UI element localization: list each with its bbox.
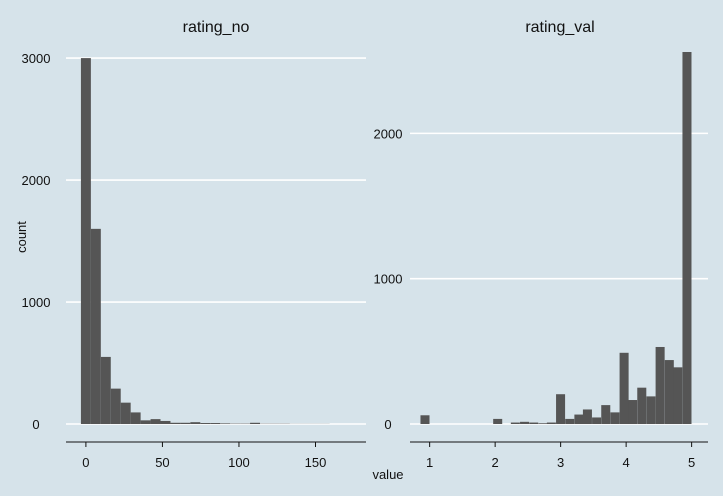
histogram-bar <box>190 422 201 424</box>
y-tick-label: 1000 <box>374 272 403 287</box>
histogram-bar <box>556 394 566 424</box>
histogram-bar <box>538 423 548 424</box>
x-tick-label: 50 <box>155 455 169 470</box>
y-tick-label: 2000 <box>374 126 403 141</box>
y-tick-label: 3000 <box>22 51 51 66</box>
x-tick-label: 2 <box>492 455 499 470</box>
y-tick-label: 0 <box>384 417 391 432</box>
histogram-bar <box>582 409 592 424</box>
histogram-bar <box>150 419 161 424</box>
x-tick-label: 4 <box>623 455 630 470</box>
histogram-bar <box>110 388 121 424</box>
histogram-bar <box>592 417 602 424</box>
histogram-bar <box>250 422 261 424</box>
y-axis-title: count <box>14 221 29 253</box>
x-tick-label: 150 <box>305 455 327 470</box>
histogram-bar <box>170 422 181 424</box>
x-tick-label: 3 <box>557 455 564 470</box>
histogram-bar <box>140 420 151 424</box>
histogram-bar <box>180 422 191 424</box>
x-axis-title: value <box>372 467 403 482</box>
histogram-bar <box>100 356 111 424</box>
histogram-bar <box>637 387 647 424</box>
histogram-bar <box>646 396 656 424</box>
histogram-bar <box>619 352 629 424</box>
histogram-bar <box>200 423 211 424</box>
histogram-bar <box>90 228 101 424</box>
facet-rating-no: rating_no 0 1000 2000 3000 0 50 100 150 <box>22 19 366 470</box>
histogram-bar <box>655 346 665 424</box>
histogram-bar <box>220 423 231 424</box>
histogram-bar <box>160 420 171 424</box>
histogram-bar <box>420 415 430 424</box>
histogram-bar <box>673 367 683 424</box>
histogram-bar <box>210 423 221 424</box>
x-tick-label: 1 <box>426 455 433 470</box>
histogram-bar <box>610 412 620 424</box>
histogram-bar <box>546 422 556 424</box>
histogram-bar <box>80 58 91 425</box>
facet-title-rating-val: rating_val <box>525 19 594 36</box>
facet-title-rating-no: rating_no <box>183 19 250 36</box>
histogram-bar <box>529 422 539 424</box>
histogram-bar <box>510 422 520 424</box>
histogram-bar <box>520 421 530 424</box>
histogram-bar <box>628 400 638 424</box>
x-tick-label: 100 <box>228 455 250 470</box>
facet-rating-val: rating_val 0 1000 2000 1 2 3 4 5 <box>374 19 708 470</box>
histogram-bar <box>493 418 503 424</box>
x-tick-label: 5 <box>688 455 695 470</box>
y-tick-label: 0 <box>32 417 39 432</box>
x-tick-label: 0 <box>82 455 89 470</box>
y-tick-label: 1000 <box>22 295 51 310</box>
histogram-bar <box>120 402 131 424</box>
histogram-bar <box>130 412 141 424</box>
histogram-bar <box>601 405 611 424</box>
histogram-bar <box>574 414 584 424</box>
histogram-bar <box>682 52 692 424</box>
histogram-bar <box>565 418 575 424</box>
y-tick-label: 2000 <box>22 173 51 188</box>
histogram-bar <box>664 360 674 424</box>
